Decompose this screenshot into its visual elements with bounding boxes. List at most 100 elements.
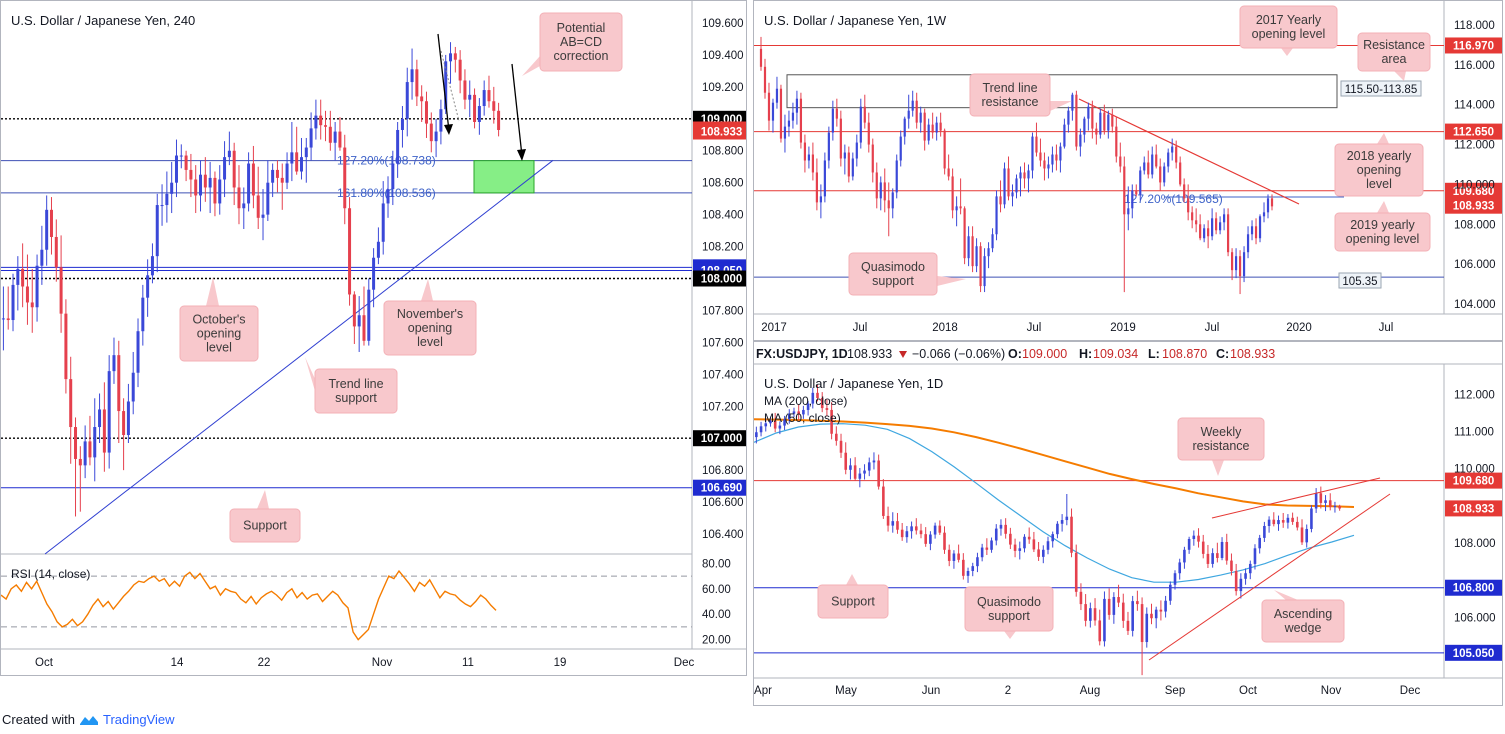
callout-resistance-area-pointer (1394, 71, 1406, 81)
candle-down (487, 90, 491, 102)
candle-up (787, 413, 791, 420)
candle-down (1084, 604, 1087, 621)
ohlc-key: H: (1079, 347, 1092, 361)
tradingview-logo-icon (79, 715, 98, 725)
candle-up (792, 411, 796, 414)
candle-up (1246, 234, 1250, 253)
down-arrow-icon (899, 351, 907, 358)
candle-up (174, 155, 178, 183)
tradingview-brand[interactable]: TradingView (102, 712, 175, 727)
symbol-label: FX:USDJPY, 1D (756, 347, 848, 361)
candle-up (863, 470, 866, 474)
candle-up (843, 152, 846, 159)
price-tag-label: 106.800 (1453, 583, 1495, 595)
qm-label-text: 105.35 (1342, 276, 1377, 288)
candle-up (867, 462, 871, 471)
candle-down (1123, 166, 1126, 215)
candle-up (83, 441, 87, 466)
candle-down (767, 92, 771, 121)
candle-down (839, 118, 842, 159)
candle-down (1179, 162, 1182, 185)
ohlc-key: L: (1148, 347, 1160, 361)
candle-up (1027, 170, 1030, 179)
candle-down (473, 94, 477, 122)
candle-up (247, 163, 251, 204)
rsi-label: RSI (14, close) (11, 567, 90, 581)
candle-down (1043, 160, 1046, 169)
candle-up (160, 205, 164, 207)
candle-up (299, 157, 303, 172)
callout-quasimodo-w-box (848, 252, 938, 296)
callout-trend-resistance-text: Trend line (982, 81, 1037, 95)
x-tick-label: 2018 (932, 322, 958, 334)
candle-down (1037, 549, 1040, 557)
candle-down (1215, 218, 1218, 231)
callout-support-pointer (257, 490, 269, 509)
candle-up (987, 248, 990, 257)
ohlc-value: 109.000 (1022, 347, 1067, 361)
candle-down (6, 318, 10, 321)
callout-trendline-text: Trend line (328, 377, 383, 391)
candle-up (783, 126, 787, 139)
candle-up (831, 108, 834, 133)
y-tick-label: 109.600 (702, 18, 744, 30)
candle-up (1060, 520, 1064, 524)
candle-down (1197, 535, 1200, 542)
price-tag: 108.933 (1445, 500, 1502, 517)
candle-down (492, 101, 496, 111)
weekly-chart-panel[interactable]: 115.50-113.85 116.970 112.650 109.680 108.93… (753, 0, 1503, 341)
callout-2019-text: 2019 yearly (1350, 218, 1415, 232)
candle-up (859, 106, 862, 143)
candle-up (1333, 505, 1337, 508)
candle-up (899, 136, 902, 161)
y-tick-label: 118.000 (1454, 20, 1495, 32)
candle-up (1250, 226, 1254, 235)
candle-up (1167, 152, 1170, 167)
candle-down (1095, 128, 1098, 135)
candle-up (1151, 154, 1154, 175)
candle-down (1007, 168, 1010, 197)
candle-down (1150, 613, 1153, 619)
ohlc-value: 109.034 (1093, 347, 1138, 361)
candle-down (1254, 226, 1258, 239)
candle-up (807, 154, 811, 161)
candle-up (1248, 563, 1252, 574)
candle-down (497, 110, 501, 130)
candle-down (919, 530, 923, 535)
candle-down (424, 101, 428, 124)
callout-2017-text: opening level (1252, 27, 1326, 41)
candle-up (975, 246, 978, 267)
callout-wedge-text: Ascending (1274, 607, 1332, 621)
callout-support-d: Support (817, 574, 889, 619)
candle-up (444, 61, 448, 110)
daily-chart-svg: FX:USDJPY, 1D 108.933 −0.066 (−0.06%) O: 109… (753, 347, 1502, 697)
candle-up (911, 100, 914, 111)
candle-down (1119, 156, 1122, 167)
candle-up (357, 315, 361, 327)
candle-down (943, 130, 946, 169)
candle-up (907, 110, 910, 119)
arrow-head (444, 124, 453, 135)
h4-chart-panel[interactable]: 109.000108.933108.070108.050108.000107.0… (0, 0, 750, 676)
callout-resistance-area-text: Resistance (1363, 38, 1425, 52)
callout-2018-text: level (1366, 177, 1392, 191)
callout-trend-resistance-pointer (1050, 101, 1072, 111)
candle-down (875, 172, 878, 199)
candle-down (338, 131, 342, 148)
candle-up (1051, 534, 1055, 542)
price-tag-label: 108.000 (701, 274, 743, 286)
price-tag-label: 109.680 (1453, 186, 1495, 198)
candle-up (823, 160, 826, 197)
y-tick-label: 106.800 (702, 465, 744, 477)
quasimodo-level-label: 105.35 (1338, 272, 1382, 289)
candle-down (453, 53, 457, 60)
fib-161-label: 161.80%(108.536) (337, 186, 436, 200)
candle-up (791, 112, 795, 121)
candle-down (1013, 544, 1017, 551)
candle-up (919, 112, 922, 123)
candle-up (1015, 178, 1018, 193)
abcd-dotted-leg (440, 50, 460, 122)
daily-chart-panel[interactable]: FX:USDJPY, 1D 108.933 −0.066 (−0.06%) O: 109… (753, 341, 1503, 706)
